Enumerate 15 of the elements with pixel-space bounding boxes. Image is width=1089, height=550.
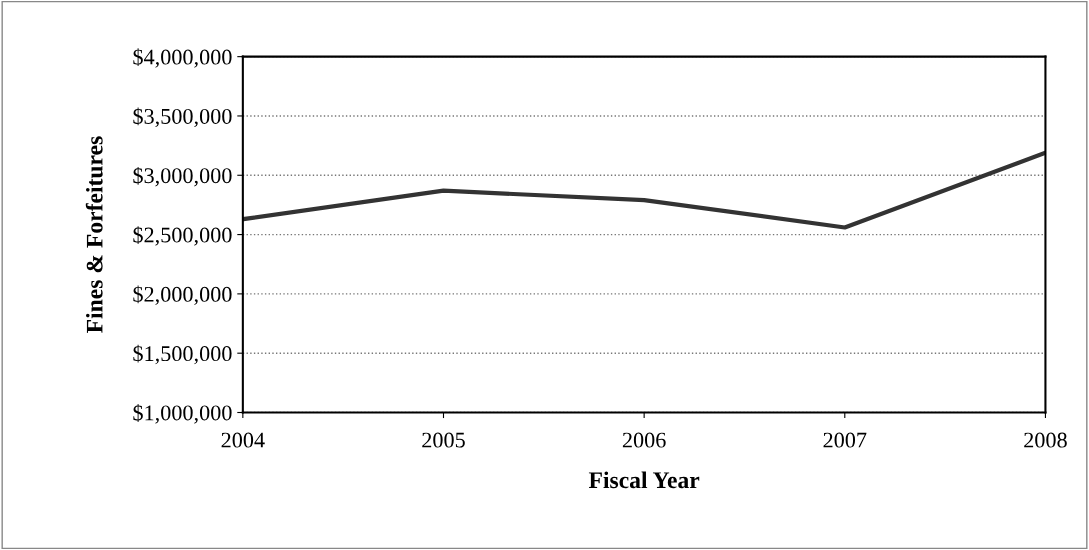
y-axis-title: Fines & Forfeitures xyxy=(85,136,103,333)
y-tick-label: $3,000,000 xyxy=(133,166,232,187)
y-tick-label: $2,500,000 xyxy=(133,226,232,246)
y-tick-label: $1,500,000 xyxy=(133,344,232,365)
x-tick-label: 2004 xyxy=(221,432,265,448)
x-tick-label: 2008 xyxy=(1024,432,1067,448)
x-tick-label: 2005 xyxy=(422,432,465,448)
y-tick-label: $4,000,000 xyxy=(133,48,232,68)
y-tick-label: $1,000,000 xyxy=(133,404,232,424)
x-tick-label: 2007 xyxy=(823,432,867,448)
line-series xyxy=(242,150,1046,230)
y-tick-label: $3,500,000 xyxy=(133,107,232,128)
x-axis-title: Fiscal Year xyxy=(588,471,700,489)
x-tick-label: 2006 xyxy=(622,432,666,448)
y-tick-label: $2,000,000 xyxy=(133,285,232,306)
